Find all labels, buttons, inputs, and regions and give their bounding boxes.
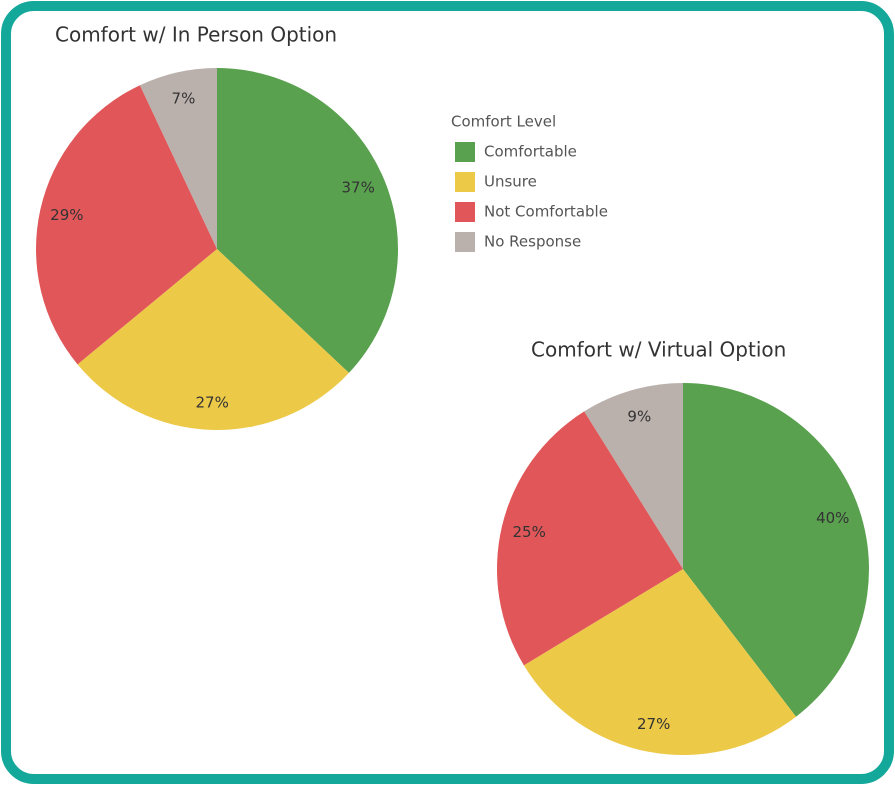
slice-label: 7%: [172, 89, 196, 107]
slice-label: 29%: [50, 206, 83, 224]
pie-slice: [683, 383, 869, 717]
legend-label: No Response: [484, 233, 581, 251]
legend-swatch: [455, 202, 475, 222]
legend-label: Not Comfortable: [484, 203, 608, 221]
pie-slice: [139, 68, 217, 249]
pie-slice: [497, 411, 683, 666]
legend-title: Comfort Level: [451, 113, 556, 131]
legend-swatch: [455, 142, 475, 162]
pie-slice: [523, 569, 797, 755]
slice-label: 37%: [342, 178, 375, 196]
slice-label: 40%: [816, 509, 849, 527]
slice-label: 27%: [637, 715, 670, 733]
legend-swatch: [455, 172, 475, 192]
slice-label: 25%: [513, 523, 546, 541]
pie-slice: [217, 68, 398, 373]
legend-label: Unsure: [484, 173, 537, 191]
chart-title: Comfort w/ Virtual Option: [531, 338, 786, 362]
slice-label: 9%: [627, 408, 651, 426]
pie-slice: [77, 249, 349, 431]
slice-label: 27%: [195, 393, 228, 411]
legend-label: Comfortable: [484, 143, 577, 161]
legend-swatch: [455, 232, 475, 252]
pie-slice: [584, 383, 683, 569]
pie-slice: [35, 85, 217, 365]
chart-title: Comfort w/ In Person Option: [55, 23, 337, 47]
